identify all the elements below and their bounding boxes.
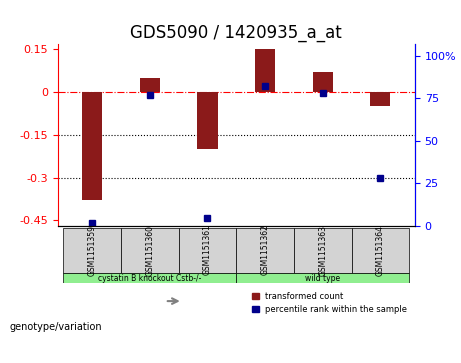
Bar [313, 72, 333, 92]
Text: GSM1151359: GSM1151359 [88, 225, 97, 276]
Text: wild type: wild type [305, 273, 340, 282]
FancyBboxPatch shape [179, 228, 236, 273]
FancyBboxPatch shape [351, 228, 409, 273]
Text: GSM1151361: GSM1151361 [203, 225, 212, 276]
Text: GSM1151362: GSM1151362 [260, 225, 270, 276]
FancyBboxPatch shape [236, 228, 294, 273]
Bar [255, 49, 275, 92]
Text: genotype/variation: genotype/variation [9, 322, 102, 332]
FancyBboxPatch shape [64, 273, 236, 283]
Bar [370, 92, 390, 106]
FancyBboxPatch shape [64, 228, 121, 273]
Bar [82, 92, 102, 200]
Text: GSM1151364: GSM1151364 [376, 225, 385, 276]
FancyBboxPatch shape [236, 273, 409, 283]
Bar [197, 92, 218, 149]
Text: cystatin B knockout Cstb-/-: cystatin B knockout Cstb-/- [98, 273, 201, 282]
FancyBboxPatch shape [294, 228, 351, 273]
Legend: transformed count, percentile rank within the sample: transformed count, percentile rank withi… [249, 289, 411, 318]
Text: GSM1151363: GSM1151363 [318, 225, 327, 276]
FancyBboxPatch shape [121, 228, 179, 273]
Bar [140, 78, 160, 92]
Text: GSM1151360: GSM1151360 [145, 225, 154, 276]
Title: GDS5090 / 1420935_a_at: GDS5090 / 1420935_a_at [130, 24, 342, 42]
